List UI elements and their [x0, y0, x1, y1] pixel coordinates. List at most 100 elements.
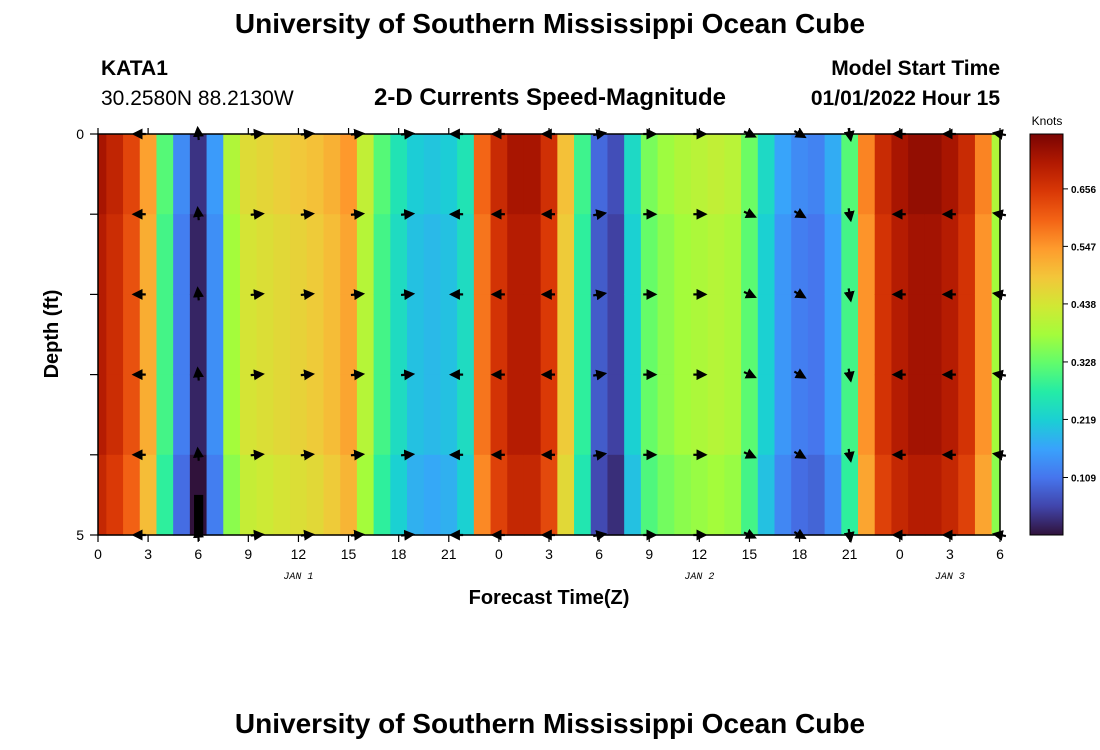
current-arrow	[192, 286, 204, 301]
heatmap-cell	[891, 374, 909, 456]
heatmap-cell	[390, 454, 408, 536]
heatmap-cell	[908, 454, 926, 536]
heatmap-cell	[373, 454, 391, 536]
heatmap-cell	[356, 454, 375, 536]
heatmap-cell	[791, 134, 809, 215]
heatmap-cell	[440, 454, 458, 536]
heatmap-cell	[841, 134, 859, 215]
heatmap-cell	[924, 214, 943, 295]
heatmap-cell	[490, 134, 508, 215]
day-label: JAN 3	[935, 572, 965, 583]
heatmap-cell	[173, 454, 191, 536]
heatmap-cell	[657, 374, 675, 456]
x-tick-label: 15	[742, 546, 758, 562]
heatmap-cell	[958, 134, 976, 215]
heatmap-cell	[206, 214, 224, 295]
current-arrow	[843, 368, 855, 383]
heatmap-cell	[941, 214, 959, 295]
current-arrow	[350, 369, 366, 381]
heatmap-cell	[373, 214, 391, 295]
heatmap-cell	[457, 294, 475, 376]
station-id: KATA1	[101, 57, 168, 80]
heatmap-cell	[958, 214, 976, 295]
heatmap-cell	[239, 374, 258, 456]
heatmap-cell	[373, 294, 391, 376]
heatmap-cell	[774, 454, 792, 536]
current-arrow	[192, 206, 204, 221]
y-tick-label: 0	[76, 126, 84, 142]
heatmap-cell	[123, 374, 141, 456]
heatmap-cell	[139, 134, 158, 215]
heatmap-cell	[206, 134, 224, 215]
heatmap-cell	[373, 134, 391, 215]
heatmap-cell	[908, 294, 926, 376]
heatmap-cell	[674, 374, 692, 456]
heatmap-cell	[156, 294, 174, 376]
heatmap-cell	[824, 294, 842, 376]
heatmap-cell	[256, 134, 274, 215]
heatmap-cell	[390, 134, 408, 215]
heatmap-cell	[607, 214, 625, 295]
footer-title: University of Southern Mississippi Ocean…	[234, 708, 866, 739]
heatmap-cell	[574, 294, 592, 376]
heatmap-cell	[774, 294, 792, 376]
heatmap-cell	[173, 214, 191, 295]
heatmap-cell	[590, 214, 609, 295]
current-arrow	[300, 208, 315, 220]
heatmap-cell	[607, 374, 625, 456]
heatmap-cell	[273, 294, 291, 376]
heatmap-cell	[640, 374, 659, 456]
current-arrow	[593, 369, 608, 381]
heatmap-cell	[156, 134, 174, 215]
heatmap-cell	[407, 134, 425, 215]
heatmap-cell	[690, 214, 709, 295]
heatmap-cell	[540, 294, 558, 376]
heatmap-cell	[473, 134, 492, 215]
heatmap-cell	[239, 454, 258, 536]
heatmap-cell	[123, 134, 141, 215]
heatmap-cell	[189, 134, 208, 215]
model-start-time: 01/01/2022 Hour 15	[810, 87, 1000, 110]
heatmap-cell	[139, 214, 158, 295]
heatmap-cell	[891, 134, 909, 215]
colorbar: Knots 0.109 0.219 0.328 0.438 0.547 0.656	[1029, 114, 1096, 536]
heatmap-cell	[423, 214, 442, 295]
x-tick-label: 9	[244, 546, 252, 562]
heatmap-cell	[974, 454, 993, 536]
heatmap-cell	[824, 214, 842, 295]
x-tick-label: 9	[645, 546, 653, 562]
heatmap-cell	[189, 294, 208, 376]
heatmap-cell	[223, 134, 241, 215]
heatmap-cell	[690, 294, 709, 376]
heatmap-cell	[373, 374, 391, 456]
heatmap-cell	[356, 294, 375, 376]
heatmap-cell	[891, 294, 909, 376]
heatmap-cell	[624, 294, 642, 376]
heatmap-cell	[540, 134, 558, 215]
heatmap-cell	[974, 214, 993, 295]
heatmap-cell	[757, 214, 776, 295]
page-title: University of Southern Mississippi Ocean…	[234, 8, 866, 39]
colorbar-tick-label: 0.328	[1071, 358, 1096, 369]
heatmap-cell	[273, 134, 291, 215]
heatmap-cell	[841, 454, 859, 536]
heatmap-cell	[574, 454, 592, 536]
heatmap-cell	[440, 214, 458, 295]
heatmap-cell	[958, 294, 976, 376]
heatmap-cell	[523, 374, 542, 456]
heatmap-cell	[523, 134, 542, 215]
x-tick-label: 0	[495, 546, 503, 562]
heatmap-cell	[557, 454, 575, 536]
heatmap-cell	[724, 454, 742, 536]
x-tick-label: 21	[441, 546, 457, 562]
heatmap-cell	[490, 454, 508, 536]
colorbar-tick-label: 0.547	[1071, 242, 1096, 253]
heatmap-cell	[273, 214, 291, 295]
current-arrow	[593, 209, 608, 221]
heatmap-cell	[974, 374, 993, 456]
heatmap-cell	[239, 134, 258, 215]
heatmap-cell	[440, 134, 458, 215]
heatmap-cell	[256, 454, 274, 536]
heatmap-cell	[674, 294, 692, 376]
heatmap-cell	[974, 134, 993, 215]
